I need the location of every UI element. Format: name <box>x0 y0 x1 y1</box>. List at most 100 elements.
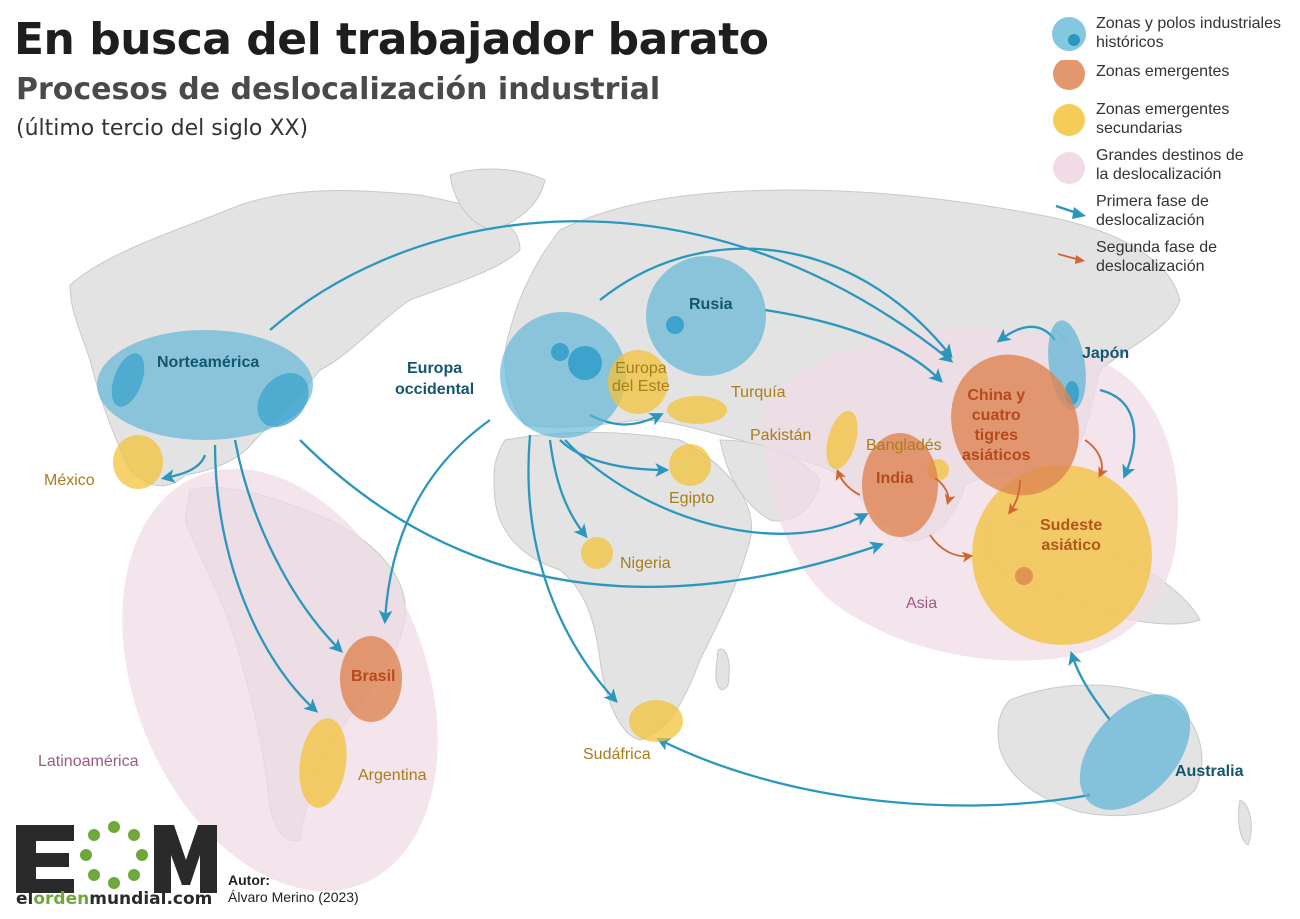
label-sudeste: Sudeste asiático <box>1040 517 1103 554</box>
nigeria-zone <box>581 537 613 569</box>
turquia-zone <box>667 396 727 424</box>
page-title: En busca del trabajador barato <box>14 14 769 65</box>
legend-symbol-destinations <box>1053 152 1085 184</box>
label-asia: Asia <box>906 595 938 612</box>
eom-url-orden: orden <box>33 889 90 909</box>
author-name: Álvaro Merino (2023) <box>228 889 359 905</box>
mexico-zone <box>113 435 163 489</box>
flow-na-china <box>269 220 954 363</box>
legend: Zonas y polos industriales históricos Zo… <box>1050 14 1295 284</box>
argentina-zone <box>299 718 347 808</box>
flow-eu-brasil <box>378 419 491 625</box>
flow-au-sudeste <box>1068 651 1111 721</box>
norteamerica-pole-east <box>257 373 309 427</box>
europa-occidental-zone <box>500 312 626 438</box>
flow-eu-china <box>599 247 953 359</box>
label-brasil: Brasil <box>351 668 396 685</box>
label-japon: Japón <box>1082 345 1130 362</box>
label-europa-este: Europa del Este <box>612 360 670 395</box>
australia-zone <box>1079 694 1191 810</box>
flow-na-mexico <box>160 454 207 483</box>
flow-china-sudeste-2 <box>1008 479 1021 515</box>
eom-logo: elordenmundial.com <box>14 815 219 915</box>
legend-label-phase1: Primera fase de deslocalización <box>1096 193 1209 229</box>
legend-label-emerging: Zonas emergentes <box>1096 63 1230 80</box>
legend-symbol-emerging <box>1053 60 1085 90</box>
india-zone <box>862 433 938 537</box>
legend-item-secondary: Zonas emergentes secundarias <box>1050 100 1295 146</box>
label-europa-occidental: Europa occidental <box>395 360 475 398</box>
label-latinoamerica: Latinoamérica <box>38 753 139 770</box>
legend-arrow-phase2-icon <box>1057 253 1085 264</box>
eom-logo-url: elordenmundial.com <box>16 889 212 909</box>
legend-label-destinations: Grandes destinos de la deslocalización <box>1096 147 1244 183</box>
label-nigeria: Nigeria <box>620 555 671 572</box>
flow-au-sudafrica <box>656 738 1091 807</box>
flow-ru-china <box>764 308 943 383</box>
phase2-flows <box>835 439 1109 563</box>
label-turquia: Turquía <box>731 384 786 401</box>
label-sudafrica: Sudáfrica <box>583 746 651 763</box>
legend-item-destinations: Grandes destinos de la deslocalización <box>1050 146 1295 192</box>
legend-item-emerging: Zonas emergentes <box>1050 60 1295 100</box>
flow-jp-sudeste <box>1099 388 1136 479</box>
norteamerica-pole-west <box>111 353 145 407</box>
label-china: China y cuatro tigres asiáticos <box>962 387 1031 464</box>
flow-eu-egipto <box>559 439 670 477</box>
new-zealand-land <box>1237 799 1252 846</box>
flow-eu-india <box>564 439 869 535</box>
legend-symbol-secondary <box>1053 104 1085 136</box>
phase1-flows <box>160 220 1136 807</box>
flow-china-sudeste <box>1084 439 1109 478</box>
china-zone <box>951 354 1079 496</box>
label-pakistan: Pakistán <box>750 427 812 444</box>
eom-url-mundial: mundial <box>89 889 167 909</box>
flow-india-pakistan <box>835 468 861 496</box>
eom-url-com: .com <box>166 889 213 909</box>
legend-label-historic: Zonas y polos industriales históricos <box>1096 15 1281 51</box>
greenland-land <box>449 168 546 231</box>
rusia-zone <box>646 256 766 376</box>
label-rusia: Rusia <box>689 296 733 313</box>
label-australia: Australia <box>1175 763 1244 780</box>
egipto-zone <box>669 444 711 486</box>
label-india: India <box>876 470 914 487</box>
eom-logo-mark <box>16 821 217 893</box>
eom-url-el: el <box>16 889 34 909</box>
europa-pole-london <box>551 343 569 361</box>
sudeste-pole <box>1015 567 1033 585</box>
legend-symbol-historic <box>1052 17 1086 51</box>
flow-na-brasil <box>233 439 343 653</box>
page-period: (último tercio del siglo XX) <box>16 116 309 141</box>
emerging-zones <box>340 354 1079 722</box>
label-mexico: México <box>44 472 95 489</box>
legend-item-phase1: Primera fase de deslocalización <box>1050 192 1295 238</box>
flow-na-argentina <box>213 444 319 713</box>
label-argentina: Argentina <box>358 767 427 784</box>
label-norteamerica: Norteamérica <box>157 354 260 371</box>
flow-eu-nigeria <box>548 439 588 539</box>
legend-label-secondary: Zonas emergentes secundarias <box>1096 101 1230 137</box>
europa-pole-rhine <box>568 346 602 380</box>
author-credit: Autor: Álvaro Merino (2023) <box>228 872 359 906</box>
author-label: Autor: <box>228 872 270 888</box>
label-banglades: Bangladés <box>866 437 942 454</box>
brasil-zone <box>340 636 402 722</box>
flow-india-banglades <box>934 477 956 506</box>
flow-eu-sudafrica <box>527 434 618 704</box>
madagascar-land <box>715 648 730 690</box>
europa-este-zone <box>608 350 668 414</box>
page-subtitle: Procesos de deslocalización industrial <box>16 72 661 107</box>
flow-na-sudeste <box>299 439 884 589</box>
latinoamerica-zone <box>122 468 438 892</box>
legend-item-historic: Zonas y polos industriales históricos <box>1050 14 1295 60</box>
label-egipto: Egipto <box>669 490 715 507</box>
rusia-pole-moscow <box>666 316 684 334</box>
legend-item-phase2: Segunda fase de deslocalización <box>1050 238 1295 284</box>
sudafrica-zone <box>629 700 683 742</box>
legend-label-phase2: Segunda fase de deslocalización <box>1096 239 1217 275</box>
flow-india-sudeste <box>929 534 974 563</box>
historic-zones <box>97 256 1191 810</box>
pakistan-zone <box>826 410 858 470</box>
